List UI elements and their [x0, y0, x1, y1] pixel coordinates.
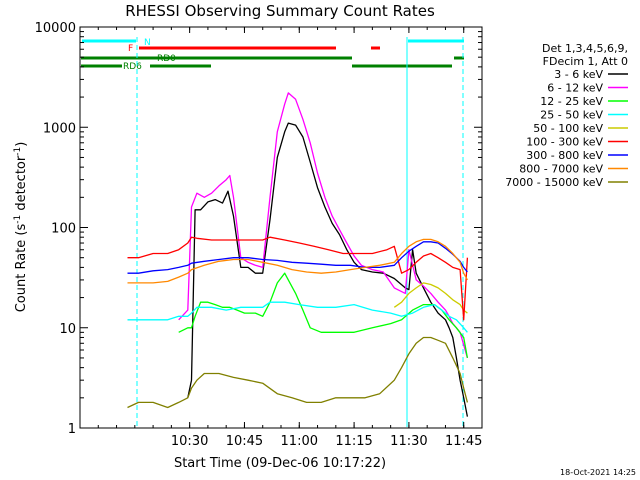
legend-label: 300 - 800 keV — [526, 149, 603, 162]
y-tick-label: 1 — [68, 422, 76, 437]
annotation-rd6-label: RD6 — [123, 62, 142, 72]
legend: Det 1,3,4,5,6,9, FDecim 1, Att 0 3 - 6 k… — [505, 42, 628, 189]
x-tick-label: 11:45 — [445, 434, 482, 449]
legend-label: 3 - 6 keV — [554, 68, 603, 81]
series-line-3 — [127, 301, 468, 333]
x-tick-label: 11:30 — [390, 434, 427, 449]
y-axis-label-main: Count Rate (s — [14, 224, 29, 313]
annotation-n-label: N — [144, 38, 151, 48]
series-layer — [127, 92, 469, 417]
series-line-1 — [178, 92, 469, 359]
legend-label: 100 - 300 keV — [526, 136, 603, 149]
legend-label: 800 - 7000 keV — [519, 163, 603, 176]
y-tick-label: 1000 — [43, 121, 76, 136]
series-line-6 — [127, 241, 468, 274]
series-line-2 — [178, 272, 469, 359]
series-line-7 — [127, 238, 468, 284]
y-axis-label-exp1: -1 — [13, 215, 23, 224]
y-tick-label: 10000 — [35, 21, 76, 36]
chart-title: RHESSI Observing Summary Count Rates — [125, 2, 435, 20]
x-tick-label: 10:30 — [171, 434, 208, 449]
series-line-5 — [127, 236, 469, 321]
y-axis-label: Count Rate (s-1 detector-1) — [13, 142, 29, 313]
x-tick-label: 11:15 — [335, 434, 372, 449]
y-tick-label: 100 — [51, 222, 76, 237]
annotation-f-label: F — [128, 44, 133, 54]
annotation-rd0-label: RD0 — [157, 54, 176, 64]
annotation-layer: N F RD0 RD6 — [81, 37, 464, 427]
legend-label: 25 - 50 keV — [540, 109, 603, 122]
y-axis-label-mid: detector — [14, 155, 29, 215]
legend-header-line1: Det 1,3,4,5,6,9, — [542, 42, 628, 55]
series-line-4 — [393, 282, 468, 314]
legend-label: 50 - 100 keV — [533, 122, 603, 135]
legend-label: 12 - 25 keV — [540, 95, 603, 108]
y-axis-label-exp2: -1 — [13, 147, 23, 156]
legend-label: 6 - 12 keV — [547, 82, 603, 95]
x-tick-label: 11:00 — [281, 434, 318, 449]
y-axis-label-end: ) — [14, 142, 29, 147]
y-axis-label-group: Count Rate (s-1 detector-1) — [13, 142, 29, 313]
axis-layer: 10:30 10:45 11:00 11:15 11:30 11:45 1 10 100 1000… — [35, 21, 483, 449]
generated-timestamp: 18-Oct-2021 14:25 — [560, 468, 636, 477]
y-tick-label: 10 — [59, 322, 76, 337]
series-line-0 — [187, 122, 469, 417]
plot-frame — [79, 26, 483, 429]
legend-header-line2: FDecim 1, Att 0 — [543, 55, 628, 68]
legend-label: 7000 - 15000 keV — [505, 176, 603, 189]
series-line-8 — [127, 336, 469, 409]
x-axis-label: Start Time (09-Dec-06 10:17:22) — [174, 456, 386, 471]
x-tick-label: 10:45 — [226, 434, 263, 449]
